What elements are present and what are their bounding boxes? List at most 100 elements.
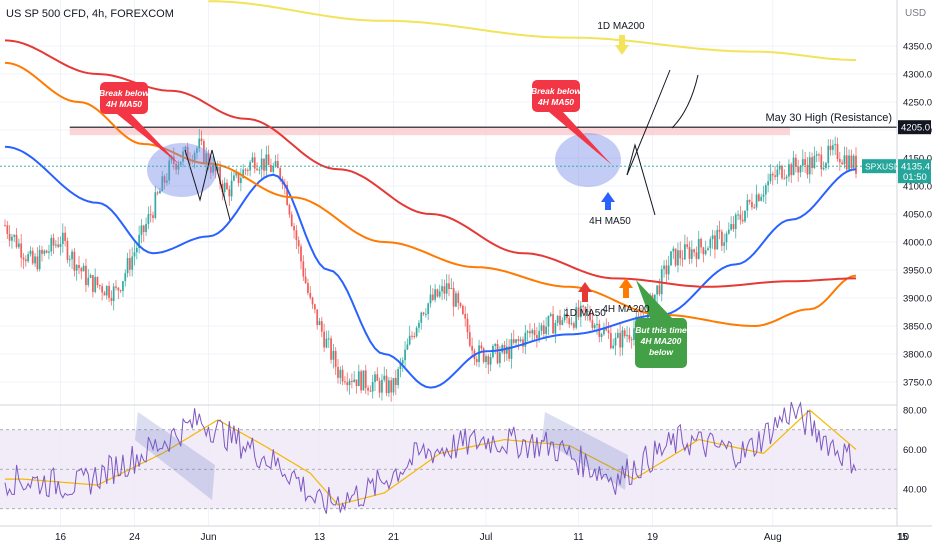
candle-body <box>434 289 437 300</box>
candle-body <box>667 265 670 275</box>
candle-body <box>797 166 800 173</box>
candle-body <box>122 281 124 292</box>
candle-body <box>589 310 591 321</box>
candle-body <box>327 338 330 340</box>
candle-body <box>348 380 351 386</box>
candle-body <box>408 335 411 345</box>
candle-body <box>612 345 615 349</box>
candle-body <box>96 276 99 286</box>
candle-body <box>52 237 55 246</box>
candle-body <box>455 293 457 307</box>
candle-body <box>242 169 245 179</box>
last-price-badge <box>898 159 931 184</box>
candle-body <box>457 293 460 304</box>
candle-body <box>596 323 598 325</box>
candle-body <box>276 161 279 169</box>
candle-body <box>159 191 161 194</box>
candle-body <box>15 234 18 248</box>
candle-body <box>179 161 182 165</box>
candle-body <box>755 194 758 208</box>
candle-body <box>267 154 270 165</box>
ma200-4h-line <box>4 61 857 328</box>
candle-body <box>293 225 295 231</box>
candle-body <box>836 144 839 160</box>
candle-body <box>623 330 626 337</box>
candle-body <box>411 335 413 337</box>
candle-body <box>202 141 205 164</box>
rsi-tick-label: 40.00 <box>903 485 927 496</box>
callout-right-text: Break below <box>531 86 582 96</box>
candle-body <box>378 380 381 393</box>
candle-body <box>690 249 693 259</box>
arrow-1d-ma50-head <box>578 282 592 292</box>
candle-body <box>29 250 32 255</box>
candle-body <box>297 240 300 247</box>
candle-body <box>783 178 786 180</box>
candle-body <box>727 229 730 234</box>
currency-label: USD <box>905 8 926 19</box>
candle-body <box>115 286 117 288</box>
candle-body <box>381 379 383 393</box>
candle-body <box>674 248 677 266</box>
candle-body <box>362 370 365 391</box>
projection-left <box>184 149 231 221</box>
candle-body <box>27 254 30 262</box>
candle-body <box>209 166 212 173</box>
candle-body <box>165 180 168 183</box>
candle-body <box>147 214 150 225</box>
candle-body <box>237 172 240 184</box>
candle-body <box>98 285 101 287</box>
candle-body <box>260 158 263 170</box>
countdown-label: 01:50 <box>903 172 927 183</box>
candle-body <box>591 320 594 328</box>
candle-body <box>43 250 46 254</box>
candle-body <box>68 259 71 261</box>
candle-body <box>748 200 751 202</box>
candle-body <box>533 330 536 336</box>
rsi-tick-label: 80.00 <box>903 406 927 417</box>
candle-body <box>704 250 707 255</box>
candle-body <box>36 256 39 270</box>
candle-body <box>429 294 432 304</box>
candle-body <box>320 321 323 332</box>
price-tick-label: 4300.0 <box>903 70 932 81</box>
candle-body <box>688 247 691 259</box>
candle-body <box>367 387 369 391</box>
candle-body <box>91 275 94 292</box>
candle-body <box>341 369 344 382</box>
candle-body <box>475 358 478 363</box>
candle-body <box>600 334 603 337</box>
price-tick-label: 3850.0 <box>903 322 932 333</box>
candle-body <box>561 320 564 325</box>
price-tick-label: 3800.0 <box>903 350 932 361</box>
candle-body <box>307 282 309 293</box>
candle-body <box>487 356 490 365</box>
ellipse-right <box>555 133 621 187</box>
candle-body <box>246 169 249 171</box>
callout-green-text: 4H MA200 <box>640 336 682 346</box>
time-tick-label: 15 <box>897 532 909 543</box>
candle-body <box>609 333 612 349</box>
candle-body <box>496 343 499 364</box>
candle-body <box>436 289 439 297</box>
candle-body <box>11 236 13 241</box>
candle-body <box>133 252 136 257</box>
candle-body <box>811 157 813 169</box>
projection-up-2 <box>671 74 699 129</box>
projection-down <box>626 143 656 216</box>
candle-body <box>621 330 624 348</box>
candle-body <box>41 249 43 254</box>
ma50-4h-line <box>4 145 857 389</box>
candle-body <box>346 382 349 386</box>
symbol-title: US SP 500 CFD, 4h, FOREXCOM <box>6 8 174 20</box>
label-1d-ma50: 1D MA50 <box>564 308 606 319</box>
callout-right-box <box>532 80 580 112</box>
candle-body <box>679 250 682 259</box>
candle-body <box>438 291 441 297</box>
candle-body <box>140 225 143 235</box>
resistance-price-label: 4205.0 <box>901 123 930 134</box>
candle-body <box>838 159 841 163</box>
candle-body <box>48 251 50 253</box>
candle-body <box>50 237 53 252</box>
